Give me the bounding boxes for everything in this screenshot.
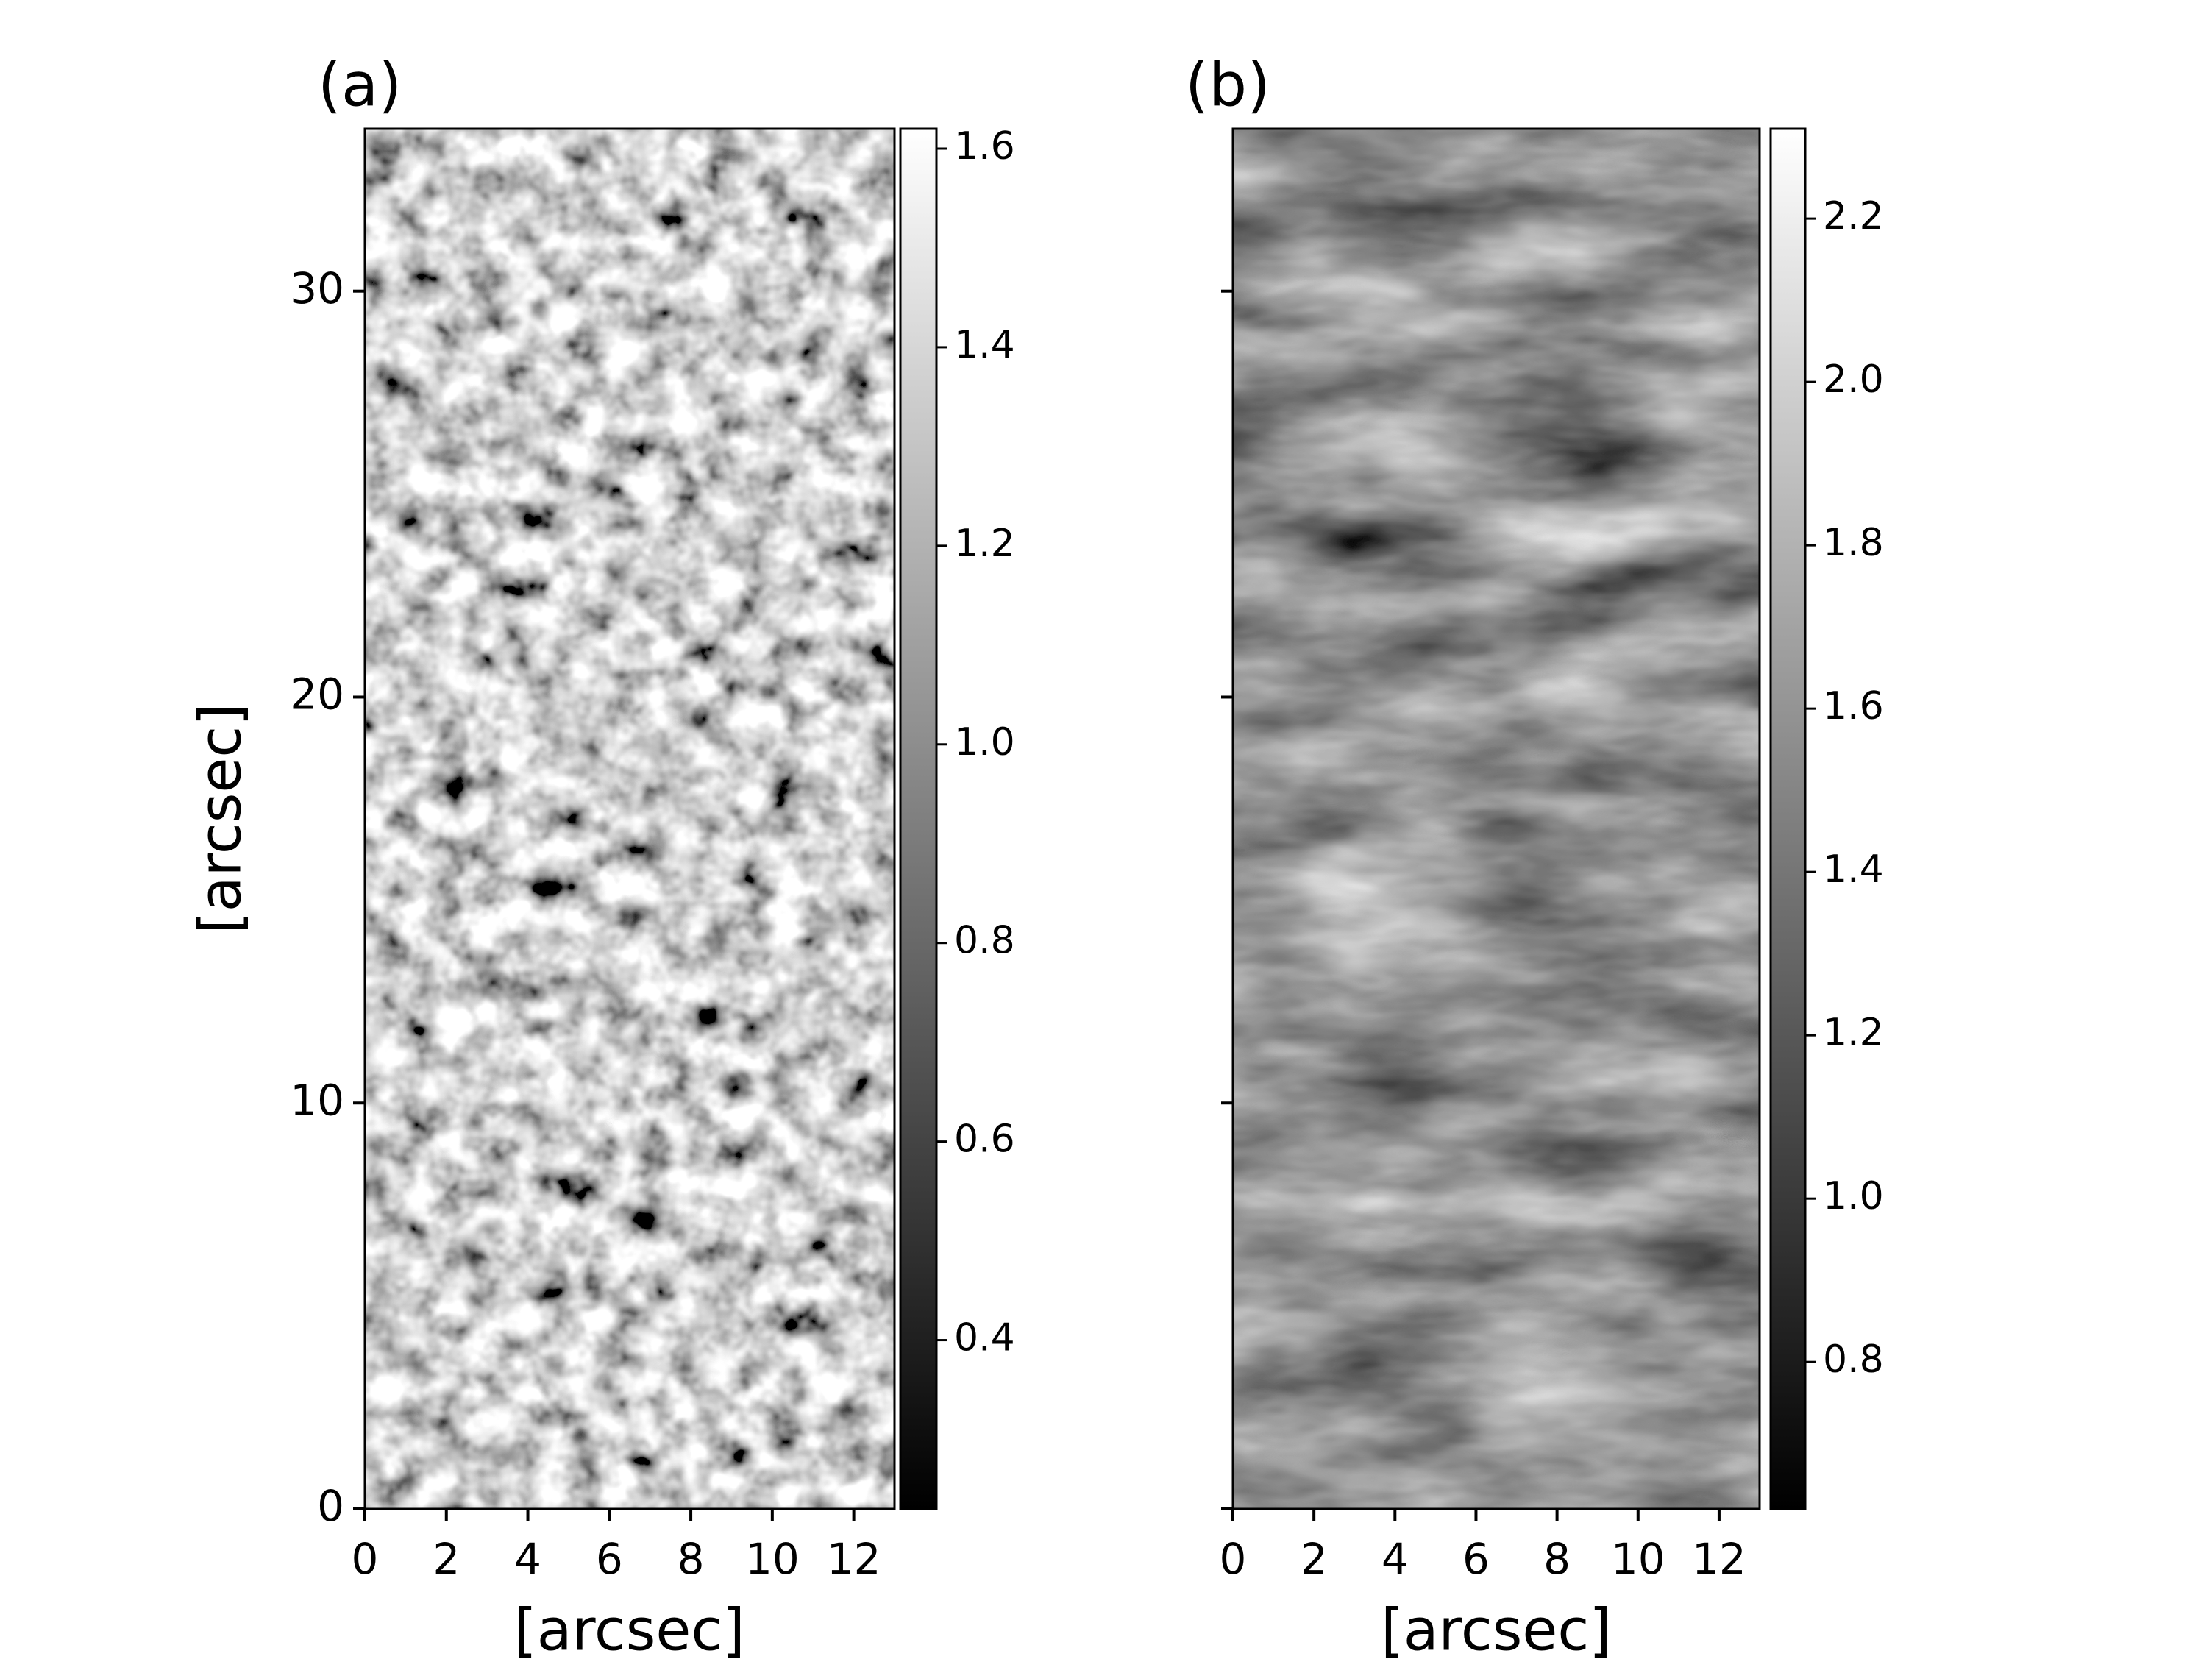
y-tick-label: 0: [317, 1481, 344, 1531]
x-tick-label: 2: [433, 1534, 460, 1584]
colorbar-tick-label: 2.0: [1823, 358, 1884, 402]
image-frame: [1231, 127, 1761, 1510]
x-tick-label: 0: [352, 1534, 379, 1584]
colorbar-tick-label: 1.0: [1823, 1174, 1884, 1218]
colorbar-tick-label: 1.0: [954, 720, 1015, 764]
x-tick-label: 12: [1692, 1534, 1746, 1584]
x-tick-label: 12: [827, 1534, 881, 1584]
x-tick-label: 10: [1611, 1534, 1665, 1584]
y-tick-label: 10: [290, 1075, 344, 1125]
colorbar-tick-label: 1.8: [1823, 521, 1884, 565]
panel-title: (a): [318, 50, 402, 120]
colorbar-tick-label: 0.4: [954, 1316, 1015, 1360]
image-frame: [363, 127, 896, 1510]
image: [365, 129, 895, 1509]
colorbar: [899, 127, 938, 1510]
panel-title: (b): [1185, 50, 1270, 120]
colorbar-tick-label: 1.4: [1823, 848, 1884, 892]
colorbar-tick-label: 1.6: [954, 124, 1015, 168]
colorbar-tick-label: 0.8: [954, 919, 1015, 963]
colorbar-tick-label: 1.6: [1823, 684, 1884, 728]
y-axis-label: [arcsec]: [188, 703, 254, 934]
x-tick-label: 6: [596, 1534, 623, 1584]
colorbar-tick-label: 2.2: [1823, 194, 1884, 238]
x-tick-label: 0: [1220, 1534, 1247, 1584]
x-tick-label: 8: [1543, 1534, 1571, 1584]
x-axis-label: [arcsec]: [514, 1597, 744, 1663]
x-tick-label: 8: [678, 1534, 705, 1584]
colorbar-tick-label: 0.8: [1823, 1338, 1884, 1382]
x-tick-label: 6: [1462, 1534, 1490, 1584]
colorbar-tick-label: 1.4: [954, 323, 1015, 367]
colorbar: [1769, 127, 1807, 1510]
x-axis-label: [arcsec]: [1381, 1597, 1611, 1663]
colorbar-tick-label: 1.2: [954, 522, 1015, 566]
x-tick-label: 10: [745, 1534, 800, 1584]
image: [1233, 129, 1760, 1509]
y-tick-label: 20: [290, 669, 344, 720]
colorbar-tick-label: 1.2: [1823, 1011, 1884, 1055]
x-tick-label: 2: [1301, 1534, 1328, 1584]
y-tick-label: 30: [290, 263, 344, 313]
x-tick-label: 4: [1381, 1534, 1409, 1584]
x-tick-label: 4: [514, 1534, 541, 1584]
colorbar-tick-label: 0.6: [954, 1118, 1015, 1162]
